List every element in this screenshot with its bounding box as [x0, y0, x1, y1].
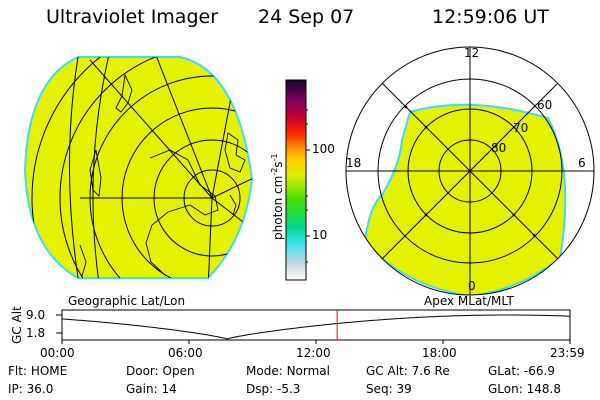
- status-ip: IP: 36.0: [8, 382, 54, 396]
- xtick-0600: 06:00: [168, 346, 203, 360]
- status-glat: GLat: -66.9: [488, 364, 555, 378]
- geographic-map: [23, 56, 254, 279]
- time-label: 12:59:06 UT: [432, 6, 549, 28]
- date-label: 24 Sep 07: [258, 6, 355, 28]
- altitude-ylabel: GC Alt: [10, 306, 24, 344]
- mlt-label-18: 18: [346, 156, 362, 170]
- mlt-label-12: 12: [464, 46, 480, 60]
- right-image-region: [363, 103, 567, 295]
- mlt-label-6: 6: [578, 156, 586, 170]
- altitude-ytick-high: 9.0: [26, 308, 46, 322]
- xtick-1800: 18:00: [422, 346, 457, 360]
- status-mode: Mode: Normal: [246, 364, 330, 378]
- mlat-label-70: 70: [513, 121, 529, 135]
- status-dsp: Dsp: -5.3: [246, 382, 301, 396]
- mlat-label-80: 80: [491, 141, 507, 155]
- status-gc-alt: GC Alt: 7.6 Re: [366, 364, 450, 378]
- xtick-2359: 23:59: [550, 346, 585, 360]
- status-glon: GLon: 148.8: [488, 382, 561, 396]
- altitude-plot: [56, 309, 571, 344]
- apex-map-label: Apex MLat/MLT: [424, 294, 514, 308]
- colorbar-tick-100: 100: [312, 142, 335, 156]
- status-flight: Flt: HOME: [8, 364, 68, 378]
- altitude-curve: [61, 314, 571, 340]
- altitude-ytick-low: 1.8: [26, 326, 46, 340]
- x-axis-ticks: [61, 340, 571, 344]
- apex-polar-map: [345, 46, 595, 296]
- status-seq: Seq: 39: [366, 382, 412, 396]
- mlat-label-60: 60: [537, 98, 553, 112]
- geographic-map-label: Geographic Lat/Lon: [68, 294, 186, 308]
- colorbar: [285, 79, 307, 281]
- instrument-title: Ultraviolet Imager: [46, 6, 219, 28]
- status-gain: Gain: 14: [126, 382, 177, 396]
- xtick-1200: 12:00: [296, 346, 331, 360]
- left-image-region: [23, 56, 254, 279]
- xtick-0000: 00:00: [40, 346, 75, 360]
- colorbar-tick-10: 10: [312, 228, 328, 242]
- mlt-label-0: 0: [468, 279, 476, 293]
- status-door: Door: Open: [126, 364, 195, 378]
- colorbar-title: photon cm-2s-1: [270, 153, 285, 240]
- colorbar-ticks: [306, 109, 310, 263]
